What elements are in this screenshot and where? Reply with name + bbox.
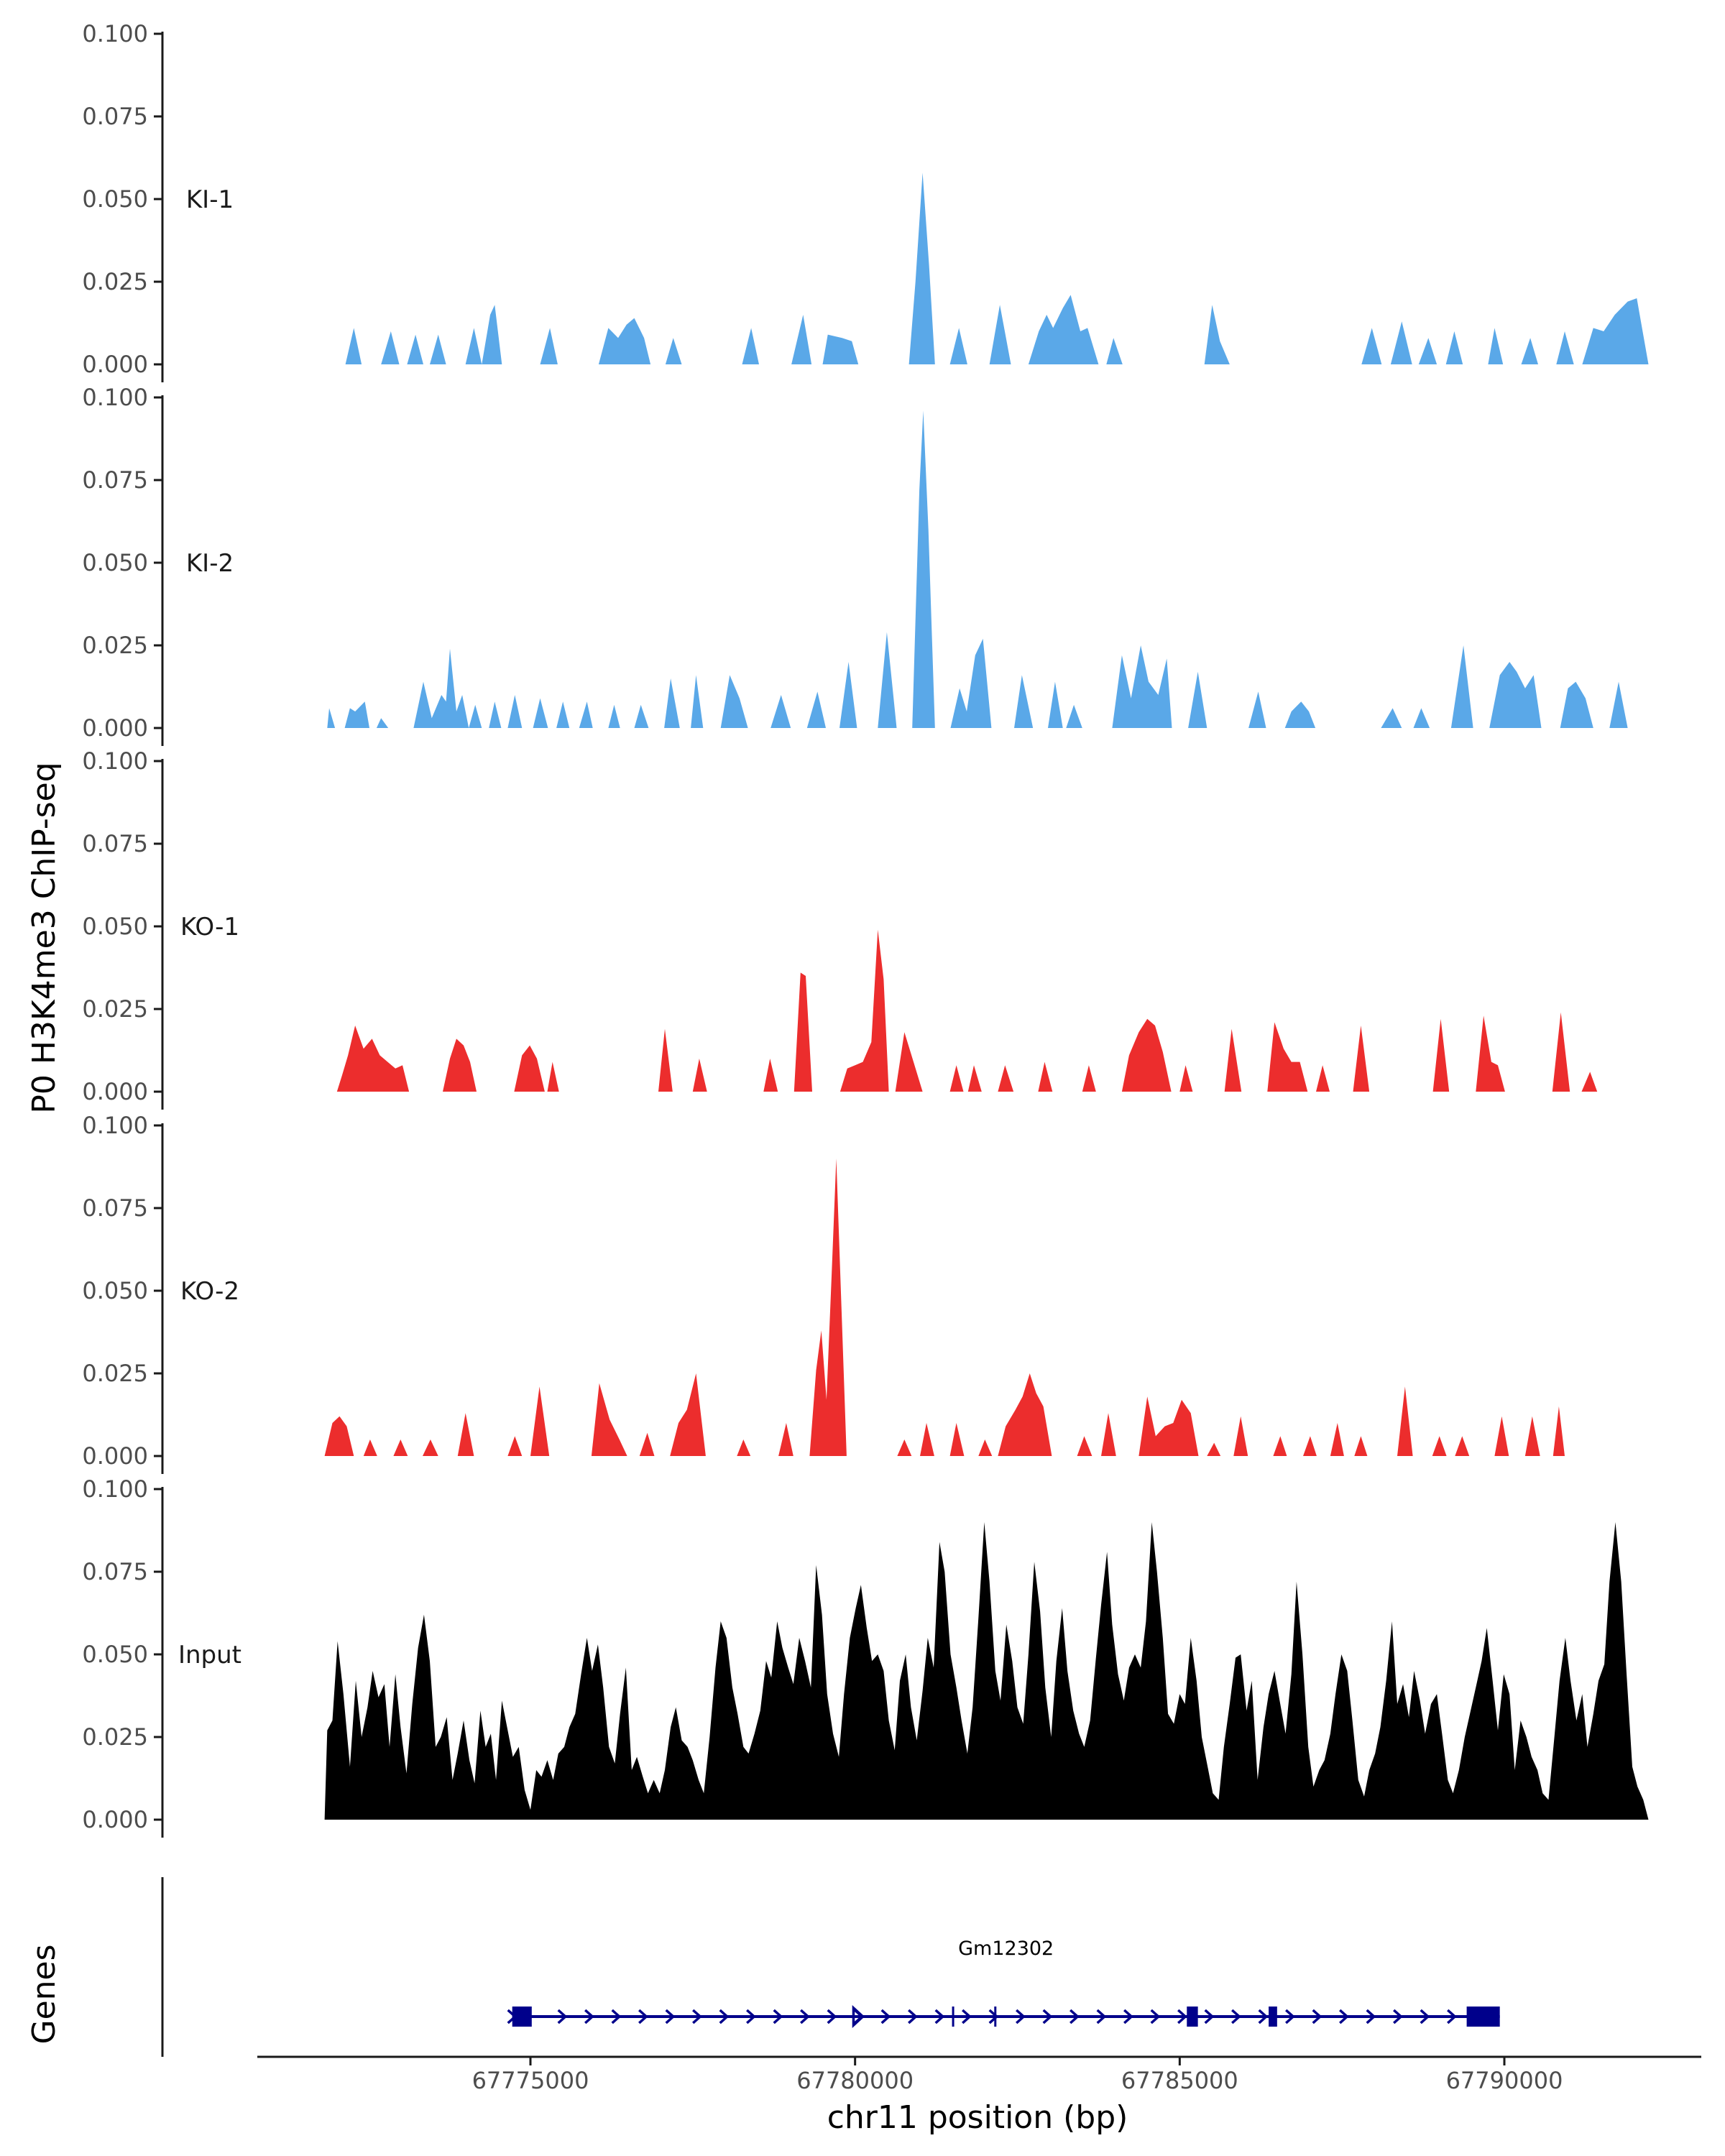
y-tick-label: 0.100	[82, 747, 148, 775]
genes-axis-title: Genes	[26, 1944, 63, 2044]
x-axis-title: chr11 position (bp)	[827, 2099, 1128, 2136]
y-tick-label: 0.075	[82, 103, 148, 130]
x-tick-label: 67785000	[1121, 2067, 1238, 2094]
y-tick-label: 0.075	[82, 466, 148, 494]
strand-chevron	[1070, 2009, 1080, 2024]
track-label-ko-1: KO-1	[180, 913, 239, 941]
strand-chevron	[1366, 2009, 1376, 2024]
strand-chevron	[962, 2009, 972, 2024]
y-tick-label: 0.000	[82, 1442, 148, 1470]
y-tick-label: 0.000	[82, 1806, 148, 1833]
y-tick-label: 0.100	[82, 384, 148, 411]
y-axis-title: P0 H3K4me3 ChIP-seq	[26, 762, 63, 1113]
strand-chevron	[746, 2009, 756, 2024]
y-tick-label: 0.075	[82, 830, 148, 857]
y-tick-label: 0.075	[82, 1194, 148, 1222]
strand-chevron	[692, 2009, 702, 2024]
y-tick-label: 0.100	[82, 1475, 148, 1503]
signal-area-ki-1	[345, 172, 1649, 364]
strand-chevron	[1042, 2009, 1053, 2024]
strand-chevron	[1447, 2009, 1457, 2024]
track-label-ki-1: KI-1	[186, 185, 234, 214]
strand-chevron	[1150, 2009, 1161, 2024]
signal-area-ko-1	[336, 929, 1598, 1092]
strand-chevron	[719, 2009, 730, 2024]
strand-chevron	[584, 2009, 594, 2024]
y-tick-label: 0.050	[82, 913, 148, 940]
strand-chevron	[1258, 2009, 1269, 2024]
y-tick-label: 0.075	[82, 1558, 148, 1585]
signal-area-ko-2	[324, 1158, 1565, 1456]
gene-exon	[1187, 2007, 1198, 2027]
strand-chevron	[1285, 2009, 1295, 2024]
y-tick-label: 0.000	[82, 351, 148, 378]
strand-chevron	[908, 2009, 918, 2024]
strand-chevron	[934, 2009, 945, 2024]
gene-exon	[1269, 2007, 1277, 2027]
gene-exon	[1466, 2007, 1500, 2027]
y-tick-label: 0.025	[82, 632, 148, 659]
y-tick-label: 0.050	[82, 1277, 148, 1304]
track-input: 0.000 0.025 0.050 0.075 0.100 Input	[82, 1475, 1649, 1838]
strand-chevron	[1231, 2009, 1241, 2024]
strand-chevron	[880, 2009, 891, 2024]
strand-chevron	[1204, 2009, 1215, 2024]
gene-tss-mark	[852, 2005, 865, 2028]
y-tick-label: 0.025	[82, 268, 148, 295]
strand-chevron	[1312, 2009, 1322, 2024]
strand-chevron	[1016, 2009, 1026, 2024]
y-tick-label: 0.050	[82, 185, 148, 213]
track-ki-1: 0.000 0.025 0.050 0.075 0.100 KI-1	[82, 20, 1649, 382]
x-tick-label: 67780000	[796, 2067, 914, 2094]
x-tick-label: 67775000	[472, 2067, 589, 2094]
track-ko-2: 0.000 0.025 0.050 0.075 0.100 KO-2	[82, 1112, 1565, 1474]
strand-chevron	[611, 2009, 622, 2024]
track-label-ki-2: KI-2	[186, 549, 234, 578]
signal-area-input	[324, 1522, 1649, 1820]
y-tick-label: 0.100	[82, 20, 148, 47]
strand-chevron	[638, 2009, 648, 2024]
x-axis: 67775000 67780000 67785000 67790000	[257, 2055, 1701, 2094]
strand-chevron	[1420, 2009, 1430, 2024]
strand-chevron	[1123, 2009, 1133, 2024]
y-tick-label: 0.000	[82, 1078, 148, 1105]
strand-chevron	[665, 2009, 676, 2024]
x-tick-label: 67790000	[1446, 2067, 1563, 2094]
y-tick-label: 0.050	[82, 549, 148, 576]
signal-area-ki-2	[327, 410, 1628, 728]
strand-chevron	[1339, 2009, 1349, 2024]
y-tick-label: 0.050	[82, 1641, 148, 1668]
y-tick-label: 0.025	[82, 995, 148, 1023]
strand-chevron	[1393, 2009, 1403, 2024]
track-ko-1: 0.000 0.025 0.050 0.075 0.100 KO-1	[82, 747, 1598, 1110]
strand-chevron	[1177, 2009, 1187, 2024]
strand-chevron	[557, 2009, 568, 2024]
gene-track: Gm12302	[161, 1877, 1500, 2057]
strand-chevron	[827, 2009, 837, 2024]
track-ki-2: 0.000 0.025 0.050 0.075 0.100 KI-2	[82, 384, 1628, 746]
y-tick-label: 0.025	[82, 1360, 148, 1387]
track-label-input: Input	[178, 1641, 242, 1669]
gene-name-label: Gm12302	[958, 1938, 1054, 1960]
y-tick-label: 0.000	[82, 714, 148, 742]
strand-chevron	[800, 2009, 810, 2024]
strand-chevron	[773, 2009, 783, 2024]
gene-exon	[512, 2007, 532, 2027]
strand-chevron	[1096, 2009, 1107, 2024]
y-tick-label: 0.025	[82, 1723, 148, 1751]
signal-tracks: 0.0000.0250.0500.0750.100KI-10.0000.0250…	[82, 20, 1649, 1838]
y-tick-label: 0.100	[82, 1112, 148, 1139]
strand-chevron	[988, 2009, 999, 2024]
track-label-ko-2: KO-2	[180, 1277, 239, 1306]
